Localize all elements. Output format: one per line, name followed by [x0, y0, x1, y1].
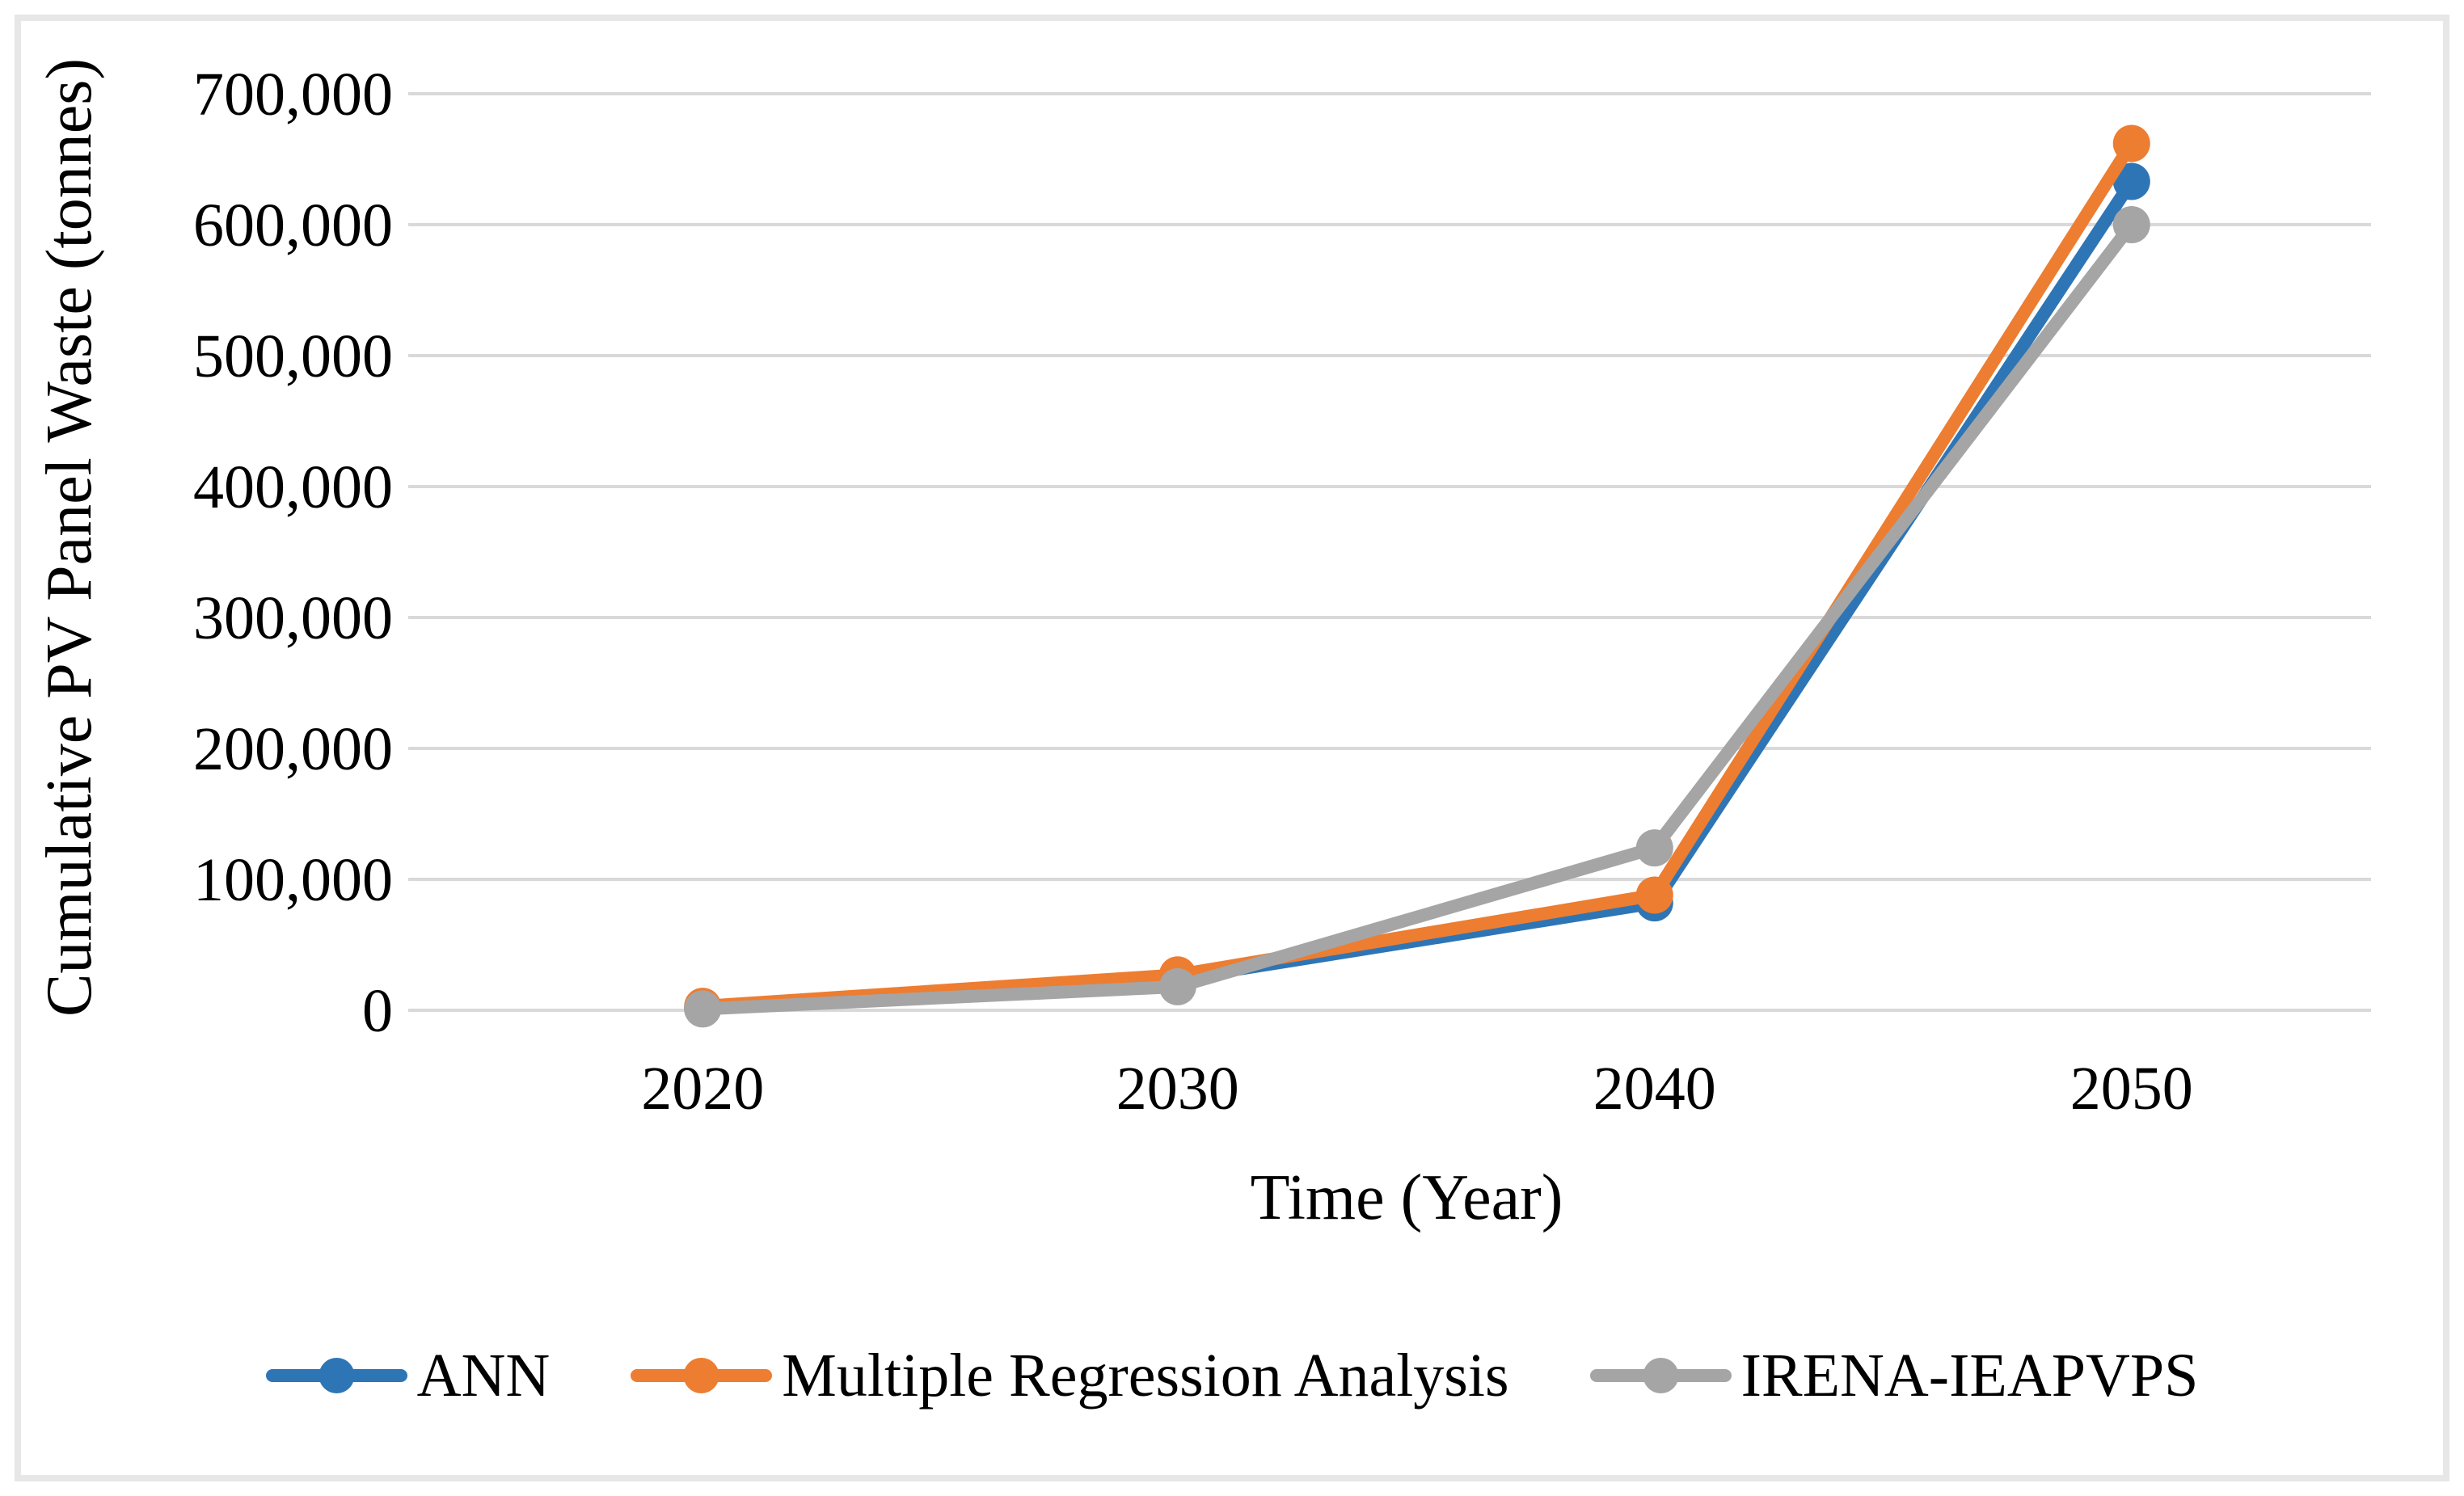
marker-multiple-regression-analysis [2112, 124, 2150, 162]
marker-ann [2112, 162, 2150, 200]
x-tick-label: 2040 [1593, 1055, 1716, 1123]
y-tick-label: 0 [362, 977, 393, 1045]
marker-irena-ieapvps [1635, 829, 1673, 867]
legend-circle [1643, 1358, 1679, 1393]
legend-item-ann: ANN [265, 1342, 551, 1410]
x-tick-label: 2020 [641, 1055, 764, 1123]
marker-irena-ieapvps [684, 990, 722, 1028]
legend-marker-ann-icon [265, 1358, 407, 1393]
legend-circle [683, 1358, 719, 1393]
x-tick-label: 2030 [1116, 1055, 1239, 1123]
legend-label: IRENA-IEAPVPS [1740, 1342, 2199, 1410]
y-tick-label: 700,000 [193, 61, 393, 129]
gridlines [408, 92, 2371, 1012]
y-tick-label: 600,000 [193, 192, 393, 259]
y-tick-label: 100,000 [193, 846, 393, 914]
legend-label: Multiple Regression Analysis [782, 1342, 1509, 1410]
marker-irena-ieapvps [2112, 206, 2150, 243]
marker-irena-ieapvps [1158, 967, 1196, 1005]
marker-multiple-regression-analysis [1635, 876, 1673, 914]
y-tick-label: 500,000 [193, 322, 393, 390]
legend: ANN Multiple Regression Analysis IRENA-IEA… [0, 1345, 2464, 1406]
series-line-ann [696, 175, 2138, 1015]
y-axis-title: Cumulative PV Panel Waste (tonnes) [34, 58, 105, 1017]
y-tick-label: 300,000 [193, 584, 393, 652]
x-tick-label: 2050 [2070, 1055, 2193, 1123]
series-line-irena-ieapvps [696, 218, 2138, 1016]
series-line-multiple-regression-analysis [696, 137, 2138, 1013]
legend-marker-irena-ieapvps-icon [1589, 1358, 1732, 1393]
legend-label: ANN [416, 1342, 551, 1410]
x-axis-title: Time (Year) [1251, 1162, 1563, 1233]
x-axis-tick-labels: 2020 2030 2040 2050 [641, 1055, 2193, 1123]
series-lines [684, 124, 2150, 1028]
legend-item-multiple-regression-analysis: Multiple Regression Analysis [631, 1342, 1509, 1410]
y-tick-label: 400,000 [193, 453, 393, 521]
legend-circle [319, 1358, 355, 1393]
y-axis-tick-labels: 0 100,000 200,000 300,000 400,000 500,000 600,… [193, 61, 393, 1045]
y-tick-label: 200,000 [193, 715, 393, 783]
legend-marker-multiple-regression-analysis-icon [631, 1358, 773, 1393]
legend-item-irena-ieapvps: IRENA-IEAPVPS [1589, 1342, 2199, 1410]
